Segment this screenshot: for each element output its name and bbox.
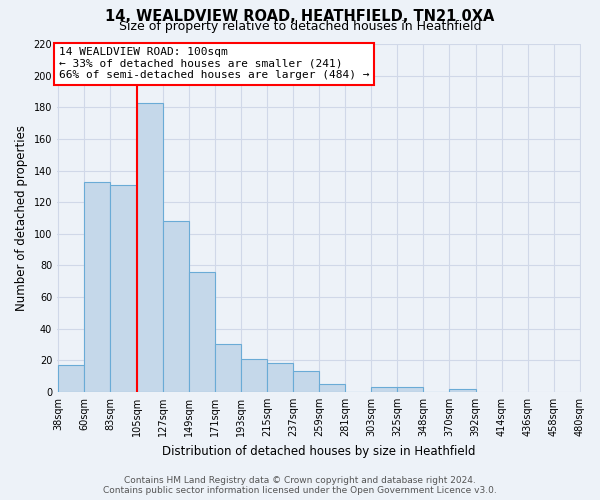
Bar [241, 358, 267, 392]
Bar [189, 272, 215, 392]
Bar [371, 387, 397, 392]
Bar [449, 389, 476, 392]
Bar [163, 221, 189, 392]
Bar [267, 364, 293, 392]
Bar [58, 365, 85, 392]
Text: Contains HM Land Registry data © Crown copyright and database right 2024.
Contai: Contains HM Land Registry data © Crown c… [103, 476, 497, 495]
Text: Size of property relative to detached houses in Heathfield: Size of property relative to detached ho… [119, 20, 481, 33]
Text: 14 WEALDVIEW ROAD: 100sqm
← 33% of detached houses are smaller (241)
66% of semi: 14 WEALDVIEW ROAD: 100sqm ← 33% of detac… [59, 47, 370, 80]
Bar [293, 372, 319, 392]
X-axis label: Distribution of detached houses by size in Heathfield: Distribution of detached houses by size … [163, 444, 476, 458]
Bar [397, 387, 424, 392]
Bar [110, 185, 137, 392]
Bar [215, 344, 241, 392]
Bar [85, 182, 110, 392]
Text: 14, WEALDVIEW ROAD, HEATHFIELD, TN21 0XA: 14, WEALDVIEW ROAD, HEATHFIELD, TN21 0XA [106, 9, 494, 24]
Bar [319, 384, 345, 392]
Bar [137, 102, 163, 392]
Y-axis label: Number of detached properties: Number of detached properties [15, 125, 28, 311]
